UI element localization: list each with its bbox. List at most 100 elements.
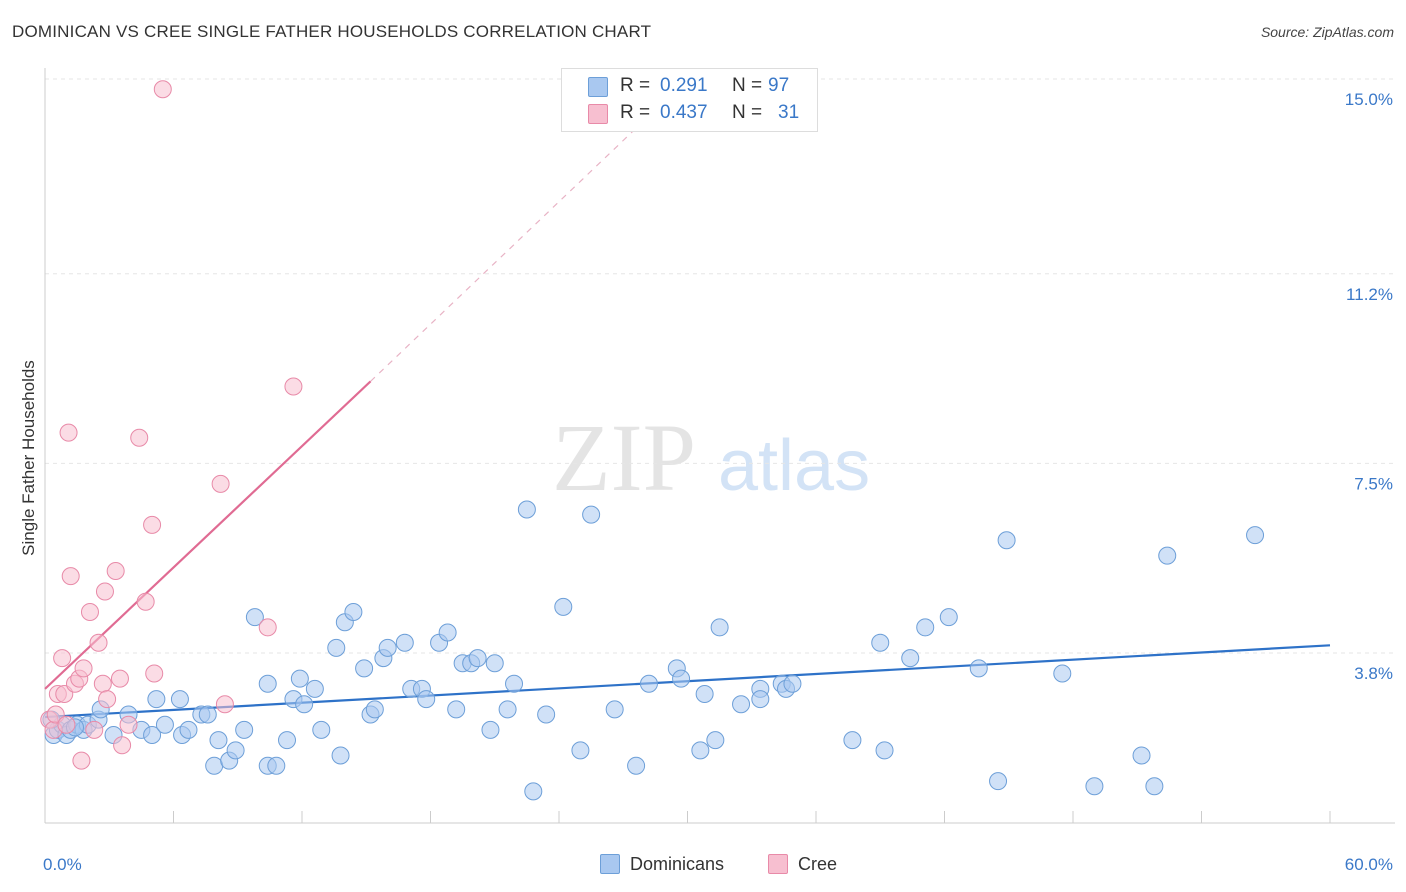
data-point [72, 751, 91, 770]
legend-r-value: 0.291 [660, 75, 708, 96]
data-point [331, 746, 350, 765]
watermark-zip: ZIP [552, 404, 696, 511]
data-point [226, 741, 245, 760]
data-point [61, 567, 80, 586]
data-point [901, 649, 920, 668]
data-point [327, 638, 346, 657]
data-point [875, 741, 894, 760]
legend-r-label: R = [620, 75, 651, 96]
data-point [695, 685, 714, 703]
data-point [170, 690, 189, 709]
data-point [85, 720, 104, 739]
chart-title: DOMINICAN VS CREE SINGLE FATHER HOUSEHOL… [12, 22, 652, 41]
data-point [110, 669, 129, 688]
data-point [179, 720, 198, 739]
legend-label-dominicans: Dominicans [630, 853, 725, 874]
trend-line-dashed [370, 129, 635, 382]
grid-lines [45, 78, 1395, 654]
x-tick-label: 0.0% [43, 855, 82, 874]
data-point [95, 582, 114, 601]
data-points [40, 80, 1265, 801]
data-point [939, 608, 958, 627]
x-tick-label: 60.0% [1345, 855, 1393, 874]
series-legend-cree[interactable]: Cree [768, 852, 837, 876]
data-point [989, 772, 1008, 791]
data-point [57, 715, 76, 734]
data-point [1132, 746, 1151, 765]
data-point [113, 736, 132, 755]
legend-r-label: R = [620, 102, 651, 123]
data-point [447, 700, 466, 719]
data-point [278, 731, 297, 750]
data-point [537, 705, 556, 724]
legend-n-label: N = [732, 102, 763, 123]
data-point [143, 726, 162, 744]
data-point [710, 618, 729, 637]
data-point [59, 423, 78, 442]
data-point [355, 659, 374, 678]
data-point [344, 603, 363, 621]
tick-labels: 3.8% 7.5% 11.2% 15.0% 0.0% 60.0% [43, 90, 1393, 874]
y-tick-label: 15.0% [1345, 90, 1393, 109]
data-point [1145, 777, 1164, 796]
data-point [498, 700, 517, 719]
y-tick-label: 7.5% [1354, 474, 1393, 493]
legend-swatch-cree [588, 104, 608, 124]
data-point [1085, 777, 1104, 796]
data-point [365, 700, 384, 719]
y-tick-label: 3.8% [1354, 664, 1393, 683]
axes [44, 68, 1395, 824]
data-point [1053, 664, 1072, 683]
data-point [93, 674, 112, 693]
data-point [485, 654, 504, 673]
data-point [751, 690, 770, 709]
legend-n-label: N = [732, 75, 763, 96]
data-point [997, 531, 1016, 550]
data-point [245, 608, 264, 627]
data-point [706, 731, 725, 750]
data-point [571, 741, 590, 760]
data-point [143, 515, 162, 534]
legend-r-value: 0.437 [660, 102, 708, 123]
legend-row-cree: R = 0.437 N = 31 [620, 100, 799, 126]
data-point [395, 633, 414, 652]
data-point [258, 618, 277, 637]
legend-n-value: 31 [778, 102, 800, 123]
data-point [74, 659, 93, 678]
legend-n-value: 97 [768, 75, 790, 96]
data-point [80, 603, 99, 621]
data-point [130, 428, 149, 447]
data-point [235, 720, 254, 739]
data-point [155, 715, 174, 734]
data-point [295, 695, 314, 714]
data-point [691, 741, 710, 760]
legend-row-dominicans: R = 0.291 N = 97 [620, 73, 789, 99]
data-point [1246, 526, 1265, 545]
data-point [871, 633, 890, 652]
data-point [153, 80, 172, 99]
legend-swatch-dominicans [600, 854, 620, 874]
data-point [312, 720, 331, 739]
series-legend-dominicans[interactable]: Dominicans [600, 852, 724, 876]
data-point [106, 562, 125, 580]
data-point [672, 669, 691, 688]
data-point [258, 674, 277, 693]
watermark: ZIP atlas [552, 404, 870, 511]
data-point [438, 623, 457, 642]
data-point [147, 690, 166, 709]
data-point [481, 720, 500, 739]
chart-source: Source: ZipAtlas.com [1260, 24, 1394, 40]
data-point [284, 377, 303, 396]
y-tick-label: 11.2% [1346, 285, 1393, 304]
data-point [843, 731, 862, 750]
data-point [290, 669, 309, 688]
data-point [209, 731, 228, 750]
data-point [98, 690, 117, 709]
data-point [53, 649, 72, 668]
data-point [639, 674, 658, 693]
data-point [605, 700, 624, 719]
data-point [215, 695, 234, 714]
data-point [211, 474, 230, 493]
data-point [627, 756, 646, 775]
